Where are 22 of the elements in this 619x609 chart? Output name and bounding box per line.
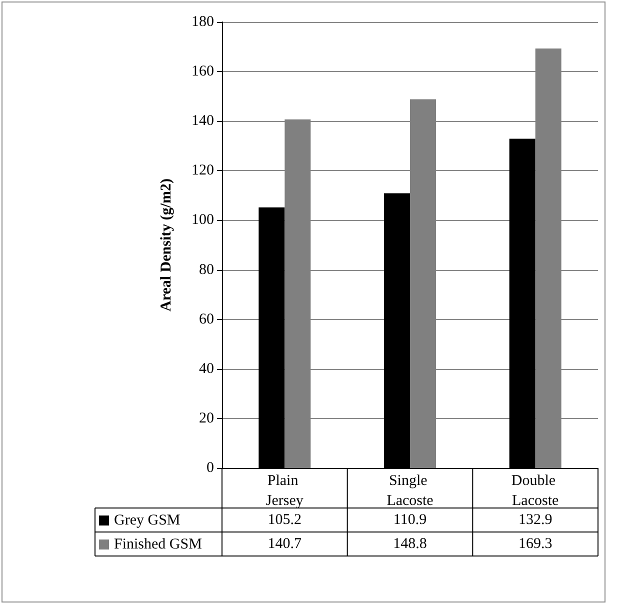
y-tick-label: 20 — [199, 410, 214, 426]
data-label: 105.2 — [268, 512, 302, 528]
y-tick-label: 140 — [192, 113, 214, 130]
data-label: 110.9 — [393, 512, 427, 528]
y-tick-label: 160 — [192, 64, 214, 80]
data-label: 132.9 — [518, 512, 552, 528]
data-label: 140.7 — [268, 536, 302, 552]
y-tick-label: 40 — [199, 360, 214, 377]
data-label: 148.8 — [393, 536, 427, 552]
legend-label: Finished GSM — [114, 536, 202, 552]
y-tick-label: 0 — [206, 460, 214, 476]
legend-label: Grey GSM — [114, 512, 180, 528]
y-axis-title: Areal Density (g/m2) — [158, 178, 174, 312]
y-tick-label: 120 — [192, 162, 214, 179]
y-tick-label: 100 — [192, 212, 214, 228]
y-tick-label: 60 — [199, 311, 214, 328]
data-label: 169.3 — [518, 536, 552, 552]
x-tick-label: Single Lacoste — [386, 473, 434, 509]
x-tick-label: Double Lacoste — [511, 473, 560, 509]
y-tick-label: 180 — [192, 14, 214, 30]
y-tick-label: 80 — [199, 262, 214, 278]
x-tick-label: Plain Jersey — [266, 473, 304, 509]
